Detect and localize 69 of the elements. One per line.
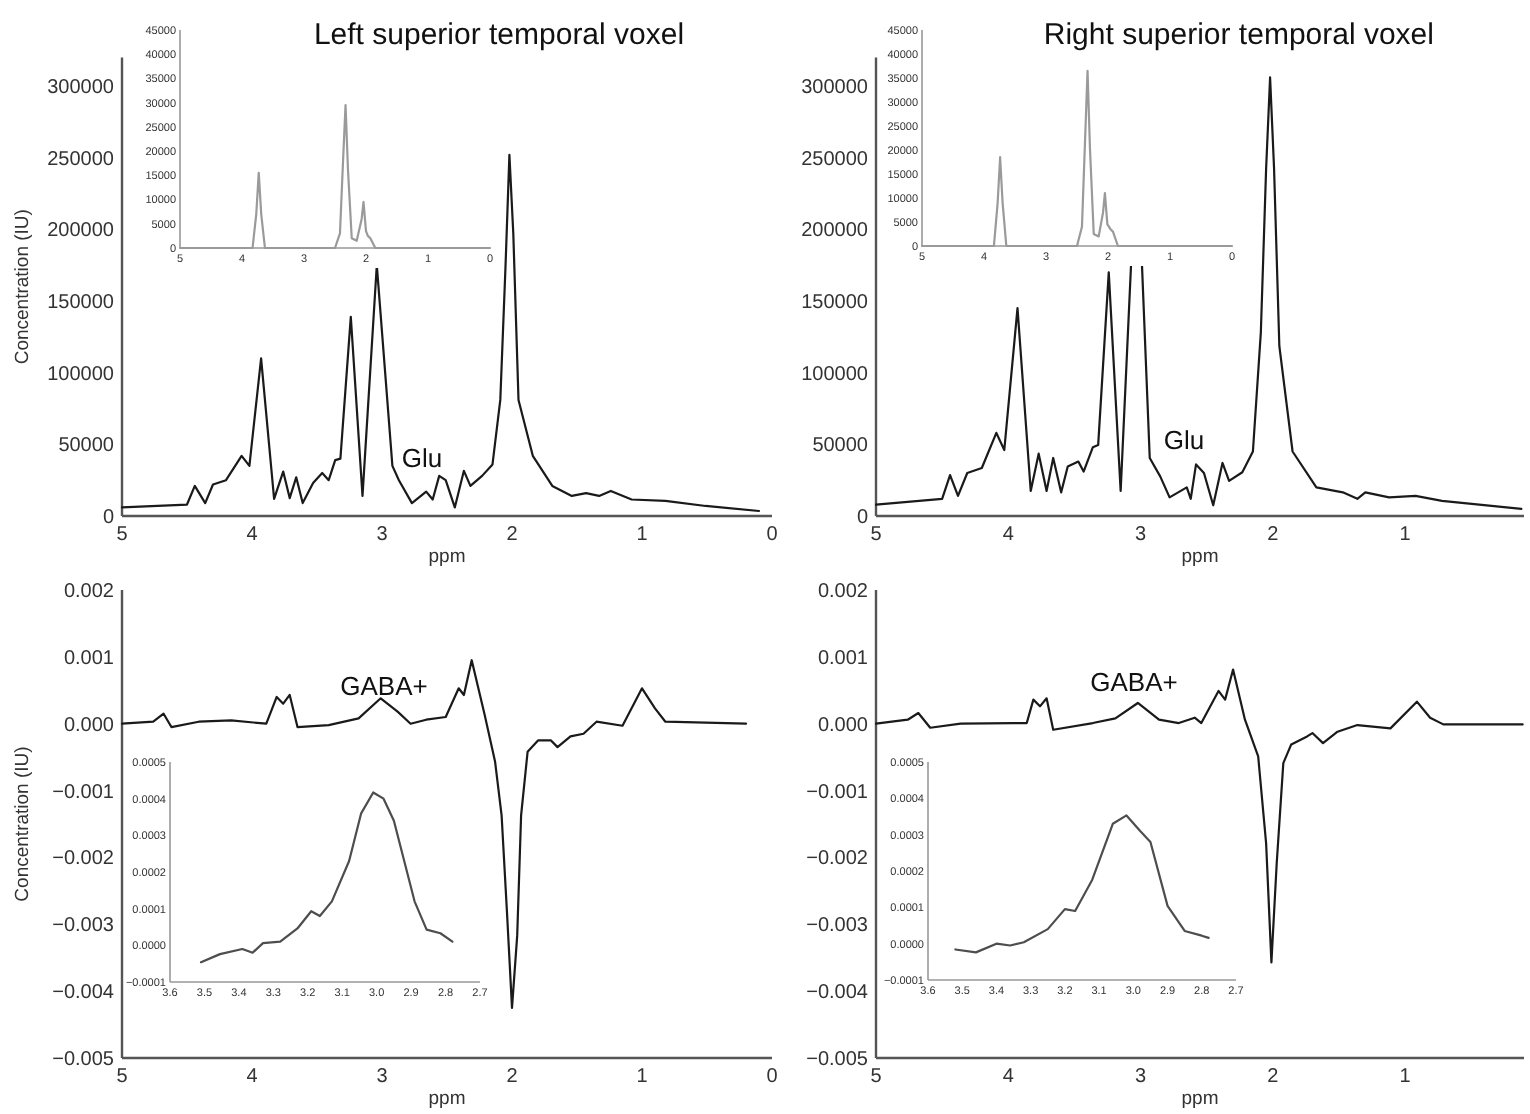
x-tick-label: 1 bbox=[636, 524, 649, 546]
y-tick-label: 250000 bbox=[801, 148, 869, 171]
y-tick-label: 200000 bbox=[47, 220, 115, 243]
y-tick-label: 0 bbox=[102, 507, 115, 529]
chart-title: Left superior temporal voxel bbox=[313, 18, 685, 52]
y-tick-label: −0.004 bbox=[52, 982, 115, 1005]
line-series bbox=[954, 814, 1210, 954]
x-tick-label: 3 bbox=[1134, 524, 1147, 546]
x-tick-label: 4 bbox=[1002, 1066, 1015, 1088]
chart-title: Right superior temporal voxel bbox=[1043, 18, 1434, 52]
x-tick-label: 0 bbox=[766, 1066, 779, 1088]
y-tick-label: 150000 bbox=[801, 292, 869, 315]
x-tick-label: 5 bbox=[116, 524, 129, 546]
y-tick-label: 50000 bbox=[58, 435, 115, 458]
y-tick-label: 0.000 bbox=[63, 714, 115, 737]
x-tick-label: 5 bbox=[116, 1066, 129, 1088]
y-tick-label: 300000 bbox=[47, 77, 115, 100]
y-axis-title: Concentration (IU) bbox=[12, 209, 34, 365]
y-tick-label: −0.002 bbox=[52, 848, 115, 871]
y-tick-label: −0.004 bbox=[806, 982, 869, 1005]
x-tick-label: 3 bbox=[1134, 1066, 1147, 1088]
x-tick-label: 4 bbox=[246, 524, 259, 546]
y-tick-label: −0.001 bbox=[806, 781, 869, 804]
y-tick-label: −0.003 bbox=[806, 915, 869, 938]
x-tick-label: 3 bbox=[376, 524, 389, 546]
y-tick-label: 0.002 bbox=[63, 581, 115, 603]
x-tick-label: 3 bbox=[376, 1066, 389, 1088]
y-tick-label: 50000 bbox=[812, 435, 869, 458]
x-axis-title: ppm bbox=[1181, 1088, 1219, 1110]
x-axis-title: ppm bbox=[428, 546, 466, 568]
x-tick-label: 1 bbox=[1399, 524, 1412, 546]
line-series bbox=[120, 153, 761, 513]
y-tick-label: −0.001 bbox=[52, 781, 115, 804]
y-axis-title: Concentration (IU) bbox=[12, 746, 34, 902]
x-tick-label: 0 bbox=[766, 524, 779, 546]
y-tick-label: 0.002 bbox=[817, 581, 869, 603]
x-tick-label: 5 bbox=[870, 524, 883, 546]
y-tick-label: 100000 bbox=[801, 363, 869, 386]
line-series bbox=[199, 791, 454, 964]
y-tick-label: 100000 bbox=[47, 363, 115, 386]
y-tick-label: 150000 bbox=[47, 292, 115, 315]
x-tick-label: 2 bbox=[506, 524, 519, 546]
y-tick-label: 300000 bbox=[801, 77, 869, 100]
y-tick-label: 0 bbox=[856, 507, 869, 529]
x-tick-label: 1 bbox=[1399, 1066, 1412, 1088]
x-tick-label: 1 bbox=[636, 1066, 649, 1088]
line-series bbox=[874, 668, 1524, 964]
x-axis-title: ppm bbox=[1181, 546, 1219, 568]
y-tick-label: 0.001 bbox=[63, 647, 115, 670]
x-tick-label: 2 bbox=[1267, 524, 1280, 546]
y-tick-label: 0.001 bbox=[817, 647, 869, 670]
x-tick-label: 4 bbox=[246, 1066, 259, 1088]
annotation: Glu bbox=[1163, 425, 1205, 456]
y-tick-label: 0.000 bbox=[817, 714, 869, 737]
x-tick-label: 5 bbox=[870, 1066, 883, 1088]
x-tick-label: 2 bbox=[506, 1066, 519, 1088]
y-tick-label: −0.005 bbox=[52, 1049, 115, 1071]
y-tick-label: −0.005 bbox=[806, 1049, 869, 1071]
y-tick-label: 250000 bbox=[47, 148, 115, 171]
y-tick-label: −0.002 bbox=[806, 848, 869, 871]
x-tick-label: 2 bbox=[1267, 1066, 1280, 1088]
annotation: Glu bbox=[401, 443, 443, 474]
x-axis-title: ppm bbox=[428, 1088, 466, 1110]
x-tick-label: 4 bbox=[1002, 524, 1015, 546]
y-tick-label: −0.003 bbox=[52, 915, 115, 938]
y-tick-label: 200000 bbox=[801, 220, 869, 243]
annotation: GABA+ bbox=[1090, 667, 1178, 698]
annotation: GABA+ bbox=[340, 671, 428, 702]
line-series bbox=[120, 659, 748, 1009]
